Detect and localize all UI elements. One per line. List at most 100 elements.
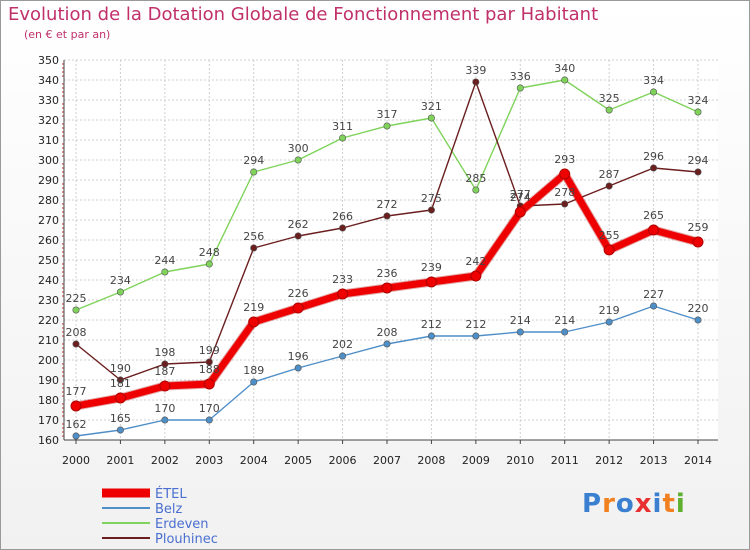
data-point: [250, 168, 258, 176]
data-point: [650, 88, 658, 96]
data-point: [161, 268, 169, 276]
data-label: 275: [421, 192, 442, 205]
data-point: [383, 212, 391, 220]
logo-letter: x: [634, 489, 653, 519]
data-label: 339: [465, 64, 486, 77]
data-label: 170: [154, 402, 175, 415]
data-point: [339, 134, 347, 142]
data-labels: 225 234 244 248 294 300 311 317 321 285 336 340 325 3…: [66, 62, 709, 431]
data-point: [339, 352, 347, 360]
logo-letter: i: [652, 489, 663, 519]
logo-letter: t: [662, 489, 676, 519]
data-point: [294, 232, 302, 240]
data-point: [72, 306, 80, 314]
y-tick-label: 180: [38, 394, 59, 407]
data-label: 187: [154, 365, 175, 378]
data-label: 162: [66, 418, 87, 431]
data-label: 255: [599, 229, 620, 242]
data-label: 214: [510, 314, 531, 327]
x-tick-label: 2014: [684, 454, 712, 467]
y-tick-label: 310: [38, 134, 59, 147]
data-label: 294: [688, 154, 709, 167]
data-label: 277: [510, 188, 531, 201]
data-label: 334: [643, 74, 664, 87]
legend-label: Erdeven: [155, 517, 209, 532]
y-tick-label: 160: [38, 434, 59, 447]
data-point: [650, 302, 658, 310]
chart-subtitle: (en € et par an): [24, 28, 111, 41]
data-point: [694, 168, 702, 176]
data-point: [605, 182, 613, 190]
chart-title: Evolution de la Dotation Globale de Fonc…: [8, 4, 599, 25]
data-label: 244: [154, 254, 175, 267]
data-point: [648, 224, 660, 236]
data-point: [472, 186, 480, 194]
data-point: [339, 224, 347, 232]
data-point: [203, 378, 215, 390]
data-point: [472, 78, 480, 86]
data-label: 278: [554, 186, 575, 199]
y-axis: 160 170 180 190 200 210 220 230 240 250 260 270 280 2…: [38, 54, 65, 447]
x-tick-label: 2005: [284, 454, 312, 467]
x-tick-label: 2011: [551, 454, 579, 467]
y-tick-label: 290: [38, 174, 59, 187]
data-label: 236: [377, 267, 398, 280]
data-point: [116, 426, 124, 434]
data-point: [383, 340, 391, 348]
data-point: [559, 168, 571, 180]
data-point: [603, 244, 615, 256]
data-label: 324: [688, 94, 709, 107]
data-point: [425, 276, 437, 288]
x-tick-label: 2006: [329, 454, 357, 467]
y-tick-label: 280: [38, 194, 59, 207]
data-label: 321: [421, 100, 442, 113]
data-point: [427, 206, 435, 214]
data-label: 265: [643, 209, 664, 222]
data-point: [650, 164, 658, 172]
data-point: [381, 282, 393, 294]
y-tick-label: 220: [38, 314, 59, 327]
x-tick-label: 2013: [640, 454, 668, 467]
data-point: [427, 114, 435, 122]
logo-letter: o: [615, 489, 635, 519]
data-label: 274: [510, 191, 531, 204]
y-tick-label: 240: [38, 274, 59, 287]
data-point: [294, 156, 302, 164]
data-point: [205, 358, 213, 366]
data-label: 340: [554, 62, 575, 75]
data-point: [159, 380, 171, 392]
data-label: 336: [510, 70, 531, 83]
y-tick-label: 200: [38, 354, 59, 367]
y-tick-label: 340: [38, 74, 59, 87]
data-point: [72, 432, 80, 440]
data-label: 208: [66, 326, 87, 339]
data-point: [427, 332, 435, 340]
y-tick-label: 350: [38, 54, 59, 67]
data-label: 285: [465, 172, 486, 185]
data-point: [161, 416, 169, 424]
data-point: [205, 260, 213, 268]
data-point: [248, 316, 260, 328]
data-label: 296: [643, 150, 664, 163]
data-point: [470, 270, 482, 282]
data-point: [205, 416, 213, 424]
data-point: [70, 400, 82, 412]
data-label: 212: [465, 318, 486, 331]
data-label: 165: [110, 412, 131, 425]
data-label: 208: [377, 326, 398, 339]
data-label: 293: [554, 153, 575, 166]
x-axis: 2000 2001 2002 2003 2004 2005 2006 2007 2008 2009…: [62, 439, 718, 467]
x-tick-label: 2012: [595, 454, 623, 467]
y-tick-label: 260: [38, 234, 59, 247]
x-tick-label: 2010: [506, 454, 534, 467]
data-label: 170: [199, 402, 220, 415]
data-point: [72, 340, 80, 348]
data-label: 242: [465, 255, 486, 268]
x-tick-label: 2001: [106, 454, 134, 467]
data-point: [116, 376, 124, 384]
y-tick-label: 230: [38, 294, 59, 307]
data-label: 317: [377, 108, 398, 121]
data-label: 219: [599, 304, 620, 317]
